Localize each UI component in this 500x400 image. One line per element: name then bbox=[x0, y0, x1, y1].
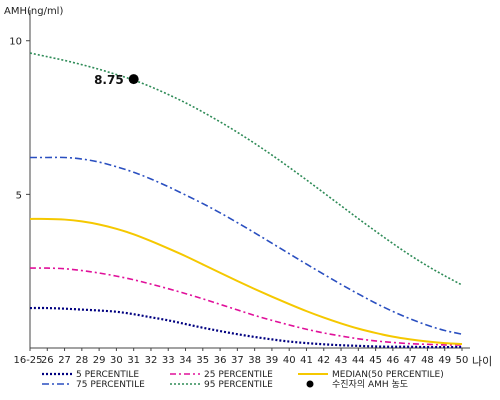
x-tick-label: 31 bbox=[127, 355, 140, 366]
patient-point bbox=[128, 74, 139, 85]
legend-label: 25 PERCENTILE bbox=[204, 370, 273, 380]
series-line-median-50-percentile bbox=[29, 217, 463, 346]
x-tick-label: 26 bbox=[41, 355, 54, 366]
x-tick-label: 30 bbox=[110, 355, 123, 366]
x-tick-label: 45 bbox=[369, 355, 382, 366]
legend-point-label: 수진자의 AMH 농도 bbox=[332, 379, 408, 390]
y-axis-title: AMH(ng/ml) bbox=[4, 6, 63, 17]
x-tick-label: 38 bbox=[248, 355, 261, 366]
legend-label: MEDIAN(50 PERCENTILE) bbox=[332, 370, 444, 380]
x-tick-label: 44 bbox=[352, 355, 365, 366]
x-tick-label: 49 bbox=[438, 355, 451, 366]
x-tick-label: 41 bbox=[300, 355, 313, 366]
patient-marker: 8.75 bbox=[94, 73, 139, 87]
series-lines bbox=[29, 52, 463, 349]
x-tick-label: 35 bbox=[196, 355, 209, 366]
x-tick-label: 39 bbox=[266, 355, 279, 366]
series-line-25-percentile bbox=[29, 267, 463, 346]
series-line-75-percentile bbox=[30, 156, 463, 335]
x-tick-label: 28 bbox=[75, 355, 88, 366]
legend-label: 95 PERCENTILE bbox=[204, 380, 273, 390]
x-tick-label: 42 bbox=[317, 355, 330, 366]
x-tick-label: 36 bbox=[214, 355, 227, 366]
y-tick-label: 5 bbox=[16, 190, 22, 201]
series-line-95-percentile bbox=[29, 52, 463, 286]
x-axis-title: 나이 bbox=[472, 355, 492, 368]
x-tick-label: 32 bbox=[145, 355, 158, 366]
legend: 5 PERCENTILE 25 PERCENTILE MEDIAN(50 PERCE… bbox=[42, 370, 444, 390]
x-tick-label: 46 bbox=[387, 355, 400, 366]
x-tick-label: 34 bbox=[179, 355, 192, 366]
x-tick-label: 33 bbox=[162, 355, 175, 366]
x-tick-label: 50 bbox=[456, 355, 469, 366]
y-ticks: 5 10 bbox=[9, 37, 30, 201]
legend-label: 5 PERCENTILE bbox=[76, 370, 139, 380]
x-tick-label: 40 bbox=[283, 355, 296, 366]
x-tick-label: 37 bbox=[231, 355, 244, 366]
x-tick-label: 43 bbox=[335, 355, 348, 366]
x-tick-label: 16-25 bbox=[13, 355, 42, 366]
patient-point-label: 8.75 bbox=[94, 73, 124, 87]
x-tick-label: 27 bbox=[58, 355, 71, 366]
legend-label: 75 PERCENTILE bbox=[76, 380, 145, 390]
y-tick-label: 10 bbox=[9, 37, 22, 48]
x-tick-label: 48 bbox=[421, 355, 434, 366]
series-line-5-percentile bbox=[29, 306, 462, 349]
legend-point-swatch bbox=[306, 380, 314, 388]
x-tick-label: 47 bbox=[404, 355, 417, 366]
x-tick-label: 29 bbox=[93, 355, 106, 366]
